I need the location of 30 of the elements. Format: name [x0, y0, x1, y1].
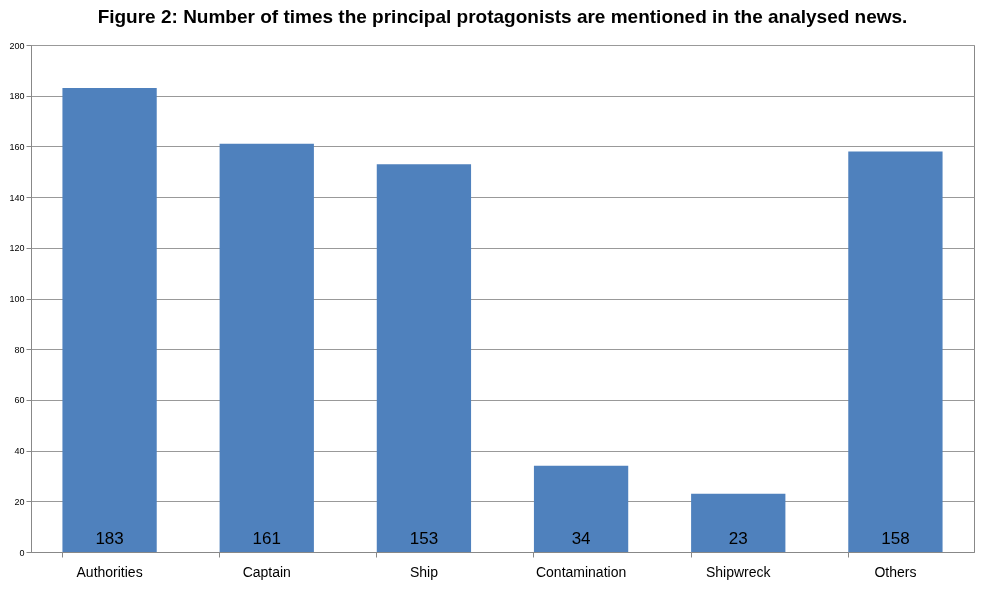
- data-label: 183: [95, 529, 124, 548]
- chart-title: Figure 2: Number of times the principal protagonists are mentioned in the analysed news.: [97, 6, 908, 27]
- bar: [533, 465, 629, 552]
- x-tick-label: Captain: [242, 563, 291, 580]
- bar: [62, 88, 157, 552]
- y-tick-label: 80: [14, 344, 25, 355]
- y-tick-label: 140: [9, 192, 25, 203]
- data-label: 34: [571, 529, 591, 548]
- data-label: 158: [881, 529, 910, 548]
- y-tick-label: 0: [19, 547, 25, 558]
- y-tick-label: 20: [14, 496, 25, 507]
- bar: [848, 151, 943, 552]
- y-tick-label: 200: [9, 40, 25, 51]
- y-tick-label: 180: [9, 91, 25, 102]
- y-tick-label: 160: [9, 141, 25, 152]
- x-tick-label: Others: [874, 563, 917, 580]
- y-tick-label: 40: [14, 446, 25, 457]
- x-tick-label: Authorities: [76, 563, 143, 580]
- y-tick-label: 100: [9, 294, 25, 304]
- x-tick-label: Ship: [409, 563, 439, 580]
- bar: [376, 164, 472, 552]
- x-tick-label: Contamination: [535, 563, 627, 580]
- bar: [219, 143, 314, 552]
- data-label: 23: [728, 529, 748, 548]
- x-tick-label: Shipwreck: [705, 563, 772, 580]
- y-tick-label: 60: [14, 395, 25, 406]
- data-label: 161: [252, 529, 281, 548]
- data-label: 153: [409, 529, 439, 548]
- y-tick-label: 120: [9, 243, 25, 254]
- bar: [691, 493, 786, 552]
